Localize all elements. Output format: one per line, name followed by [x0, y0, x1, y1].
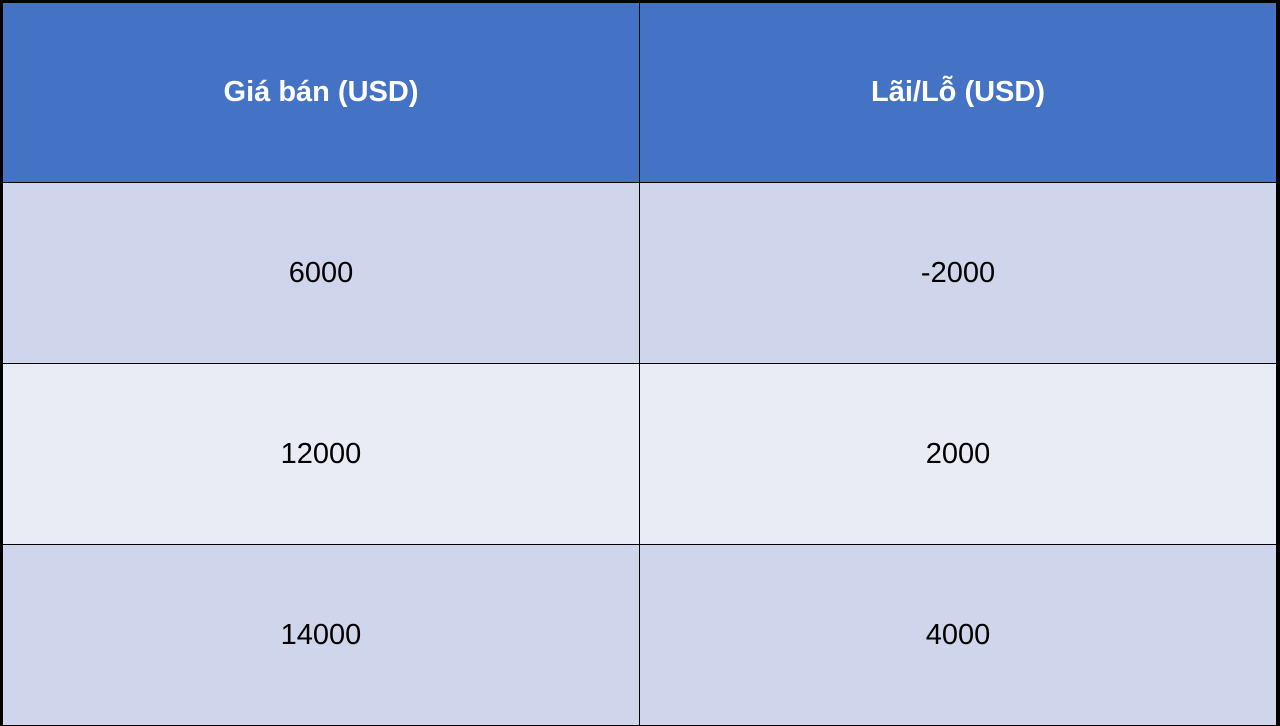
- table-row: 6000 -2000: [2, 182, 1277, 364]
- cell-sale-price: 6000: [2, 182, 640, 364]
- cell-profit-loss: -2000: [639, 182, 1277, 364]
- cell-sale-price: 12000: [2, 363, 640, 545]
- cell-profit-loss: 4000: [639, 544, 1277, 726]
- table-row: 12000 2000: [2, 363, 1277, 545]
- header-profit-loss: Lãi/Lỗ (USD): [639, 2, 1277, 183]
- table-row: 14000 4000: [2, 544, 1277, 726]
- header-sale-price: Giá bán (USD): [2, 2, 640, 183]
- header-row: Giá bán (USD) Lãi/Lỗ (USD): [2, 2, 1277, 183]
- cell-sale-price: 14000: [2, 544, 640, 726]
- cell-profit-loss: 2000: [639, 363, 1277, 545]
